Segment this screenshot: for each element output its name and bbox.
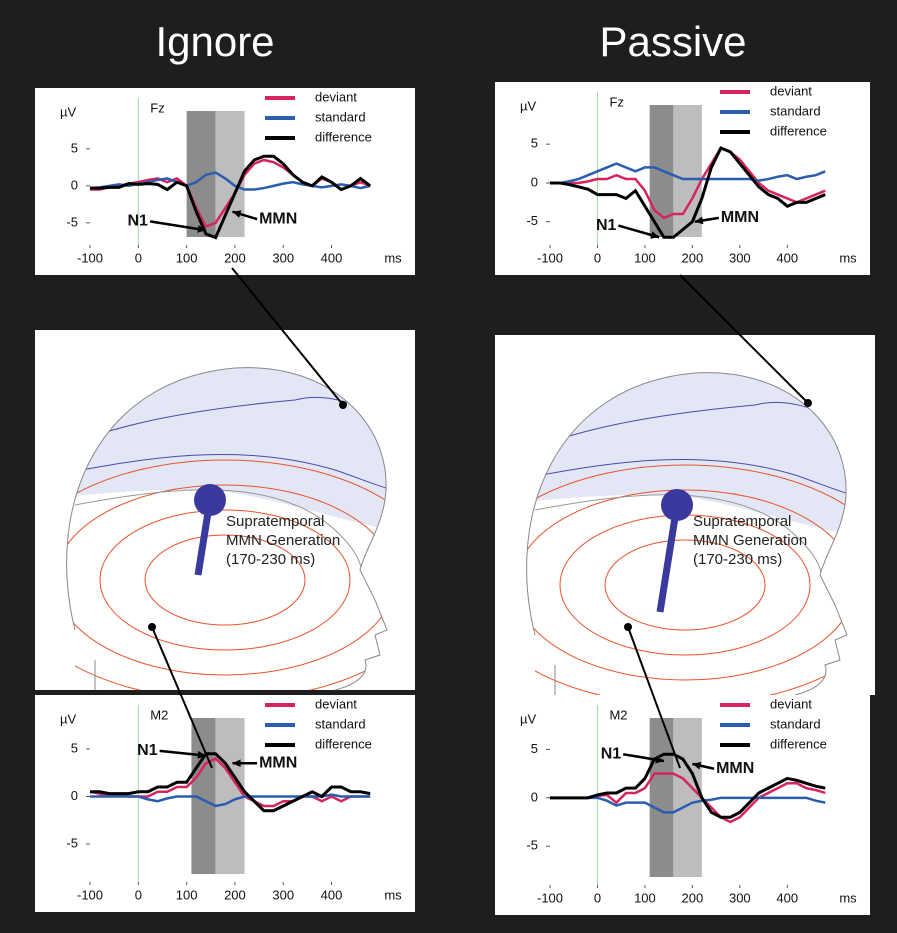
x-tick-label: 100 [176, 887, 198, 902]
x-tick-label: 100 [634, 250, 656, 265]
x-tick-label: 300 [272, 887, 294, 902]
head-label: Supratemporal [693, 513, 791, 530]
legend-label: deviant [770, 83, 812, 98]
head-label: MMN Generation [226, 532, 340, 549]
y-label: µV [520, 98, 536, 113]
legend-label: difference [315, 736, 372, 751]
x-tick-label: 400 [776, 890, 798, 905]
electrode [805, 400, 811, 406]
annotation: MMN [716, 760, 754, 777]
annotation: MMN [259, 210, 297, 227]
legend-label: difference [770, 736, 827, 751]
y-tick-label: 5 [71, 740, 78, 755]
annotation: MMN [721, 209, 759, 226]
y-tick-label: 0 [531, 174, 538, 189]
legend-label: standard [315, 716, 366, 731]
time-window [673, 105, 701, 237]
column-title: Ignore [155, 18, 274, 65]
y-tick-label: -5 [66, 214, 78, 229]
electrode [625, 624, 631, 630]
head-map [10, 330, 440, 700]
head-label: (170-230 ms) [226, 551, 315, 568]
y-tick-label: 0 [531, 789, 538, 804]
head-label: (170-230 ms) [693, 551, 782, 568]
legend-label: difference [315, 129, 372, 144]
legend-label: standard [315, 109, 366, 124]
x-tick-label: 0 [135, 887, 142, 902]
y-tick-label: -5 [526, 213, 538, 228]
legend-label: difference [770, 123, 827, 138]
legend-label: deviant [315, 89, 357, 104]
page: Ignore Passive Supratemporal MMN Generat… [0, 0, 897, 933]
x-unit: ms [839, 250, 857, 265]
x-tick-label: 200 [682, 890, 704, 905]
x-tick-label: 400 [321, 887, 343, 902]
x-tick-label: 300 [729, 890, 751, 905]
x-tick-label: -100 [77, 250, 103, 265]
legend-label: standard [770, 103, 821, 118]
legend-label: deviant [770, 696, 812, 711]
x-tick-label: 0 [594, 890, 601, 905]
y-tick-label: 0 [71, 788, 78, 803]
head-label: Supratemporal [226, 513, 324, 530]
column-title: Passive [599, 18, 746, 65]
x-tick-label: 400 [321, 250, 343, 265]
x-tick-label: 300 [729, 250, 751, 265]
x-tick-label: -100 [537, 890, 563, 905]
annotation: N1 [128, 213, 149, 230]
channel-label: Fz [609, 94, 623, 109]
y-tick-label: 0 [71, 177, 78, 192]
time-window [216, 718, 245, 874]
x-tick-label: -100 [537, 250, 563, 265]
annotation: N1 [596, 217, 617, 234]
x-tick-label: 200 [224, 887, 246, 902]
y-tick-label: 5 [531, 741, 538, 756]
channel-label: Fz [150, 100, 164, 115]
channel-label: M2 [609, 707, 627, 722]
electrode [149, 624, 155, 630]
y-tick-label: -5 [526, 838, 538, 853]
x-tick-label: 400 [776, 250, 798, 265]
legend-label: standard [770, 716, 821, 731]
annotation: N1 [601, 745, 622, 762]
x-tick-label: 100 [176, 250, 198, 265]
y-label: µV [60, 104, 76, 119]
head-map [470, 335, 897, 705]
figure: Ignore Passive Supratemporal MMN Generat… [0, 0, 897, 933]
x-tick-label: -100 [77, 887, 103, 902]
annotation: N1 [137, 742, 158, 759]
y-label: µV [520, 711, 536, 726]
x-tick-label: 0 [594, 250, 601, 265]
x-unit: ms [839, 890, 857, 905]
x-unit: ms [384, 250, 402, 265]
channel-label: M2 [150, 707, 168, 722]
x-unit: ms [384, 887, 402, 902]
x-tick-label: 100 [634, 890, 656, 905]
x-tick-label: 200 [682, 250, 704, 265]
head-label: MMN Generation [693, 532, 807, 549]
x-tick-label: 0 [135, 250, 142, 265]
electrode [340, 402, 346, 408]
y-label: µV [60, 711, 76, 726]
y-tick-label: 5 [71, 140, 78, 155]
time-window [673, 718, 701, 877]
legend-label: deviant [315, 696, 357, 711]
x-tick-label: 300 [272, 250, 294, 265]
y-tick-label: 5 [531, 136, 538, 151]
annotation: MMN [259, 754, 297, 771]
x-tick-label: 200 [224, 250, 246, 265]
y-tick-label: -5 [66, 835, 78, 850]
